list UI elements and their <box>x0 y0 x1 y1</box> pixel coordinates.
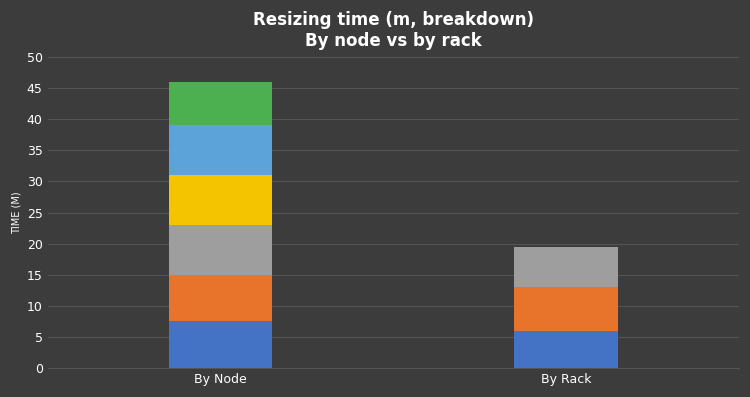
Bar <box>514 287 618 331</box>
Bar <box>169 175 272 225</box>
Bar <box>514 247 618 287</box>
Title: Resizing time (m, breakdown)
By node vs by rack: Resizing time (m, breakdown) By node vs … <box>253 11 534 50</box>
Bar <box>169 82 272 125</box>
Y-axis label: TIME (M): TIME (M) <box>11 191 21 234</box>
Bar <box>169 275 272 322</box>
Bar <box>169 225 272 275</box>
Bar <box>514 331 618 368</box>
Bar <box>169 322 272 368</box>
Bar <box>169 125 272 175</box>
